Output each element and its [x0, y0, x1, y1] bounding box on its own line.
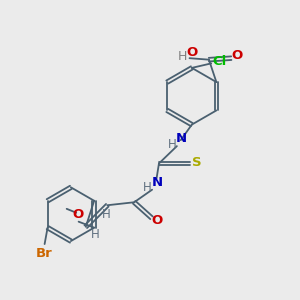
Text: H: H: [142, 181, 152, 194]
Text: Br: Br: [36, 247, 53, 260]
Text: O: O: [231, 49, 242, 62]
Text: O: O: [187, 46, 198, 59]
Text: H: H: [102, 208, 111, 221]
Text: O: O: [72, 208, 84, 221]
Text: N: N: [176, 133, 187, 146]
Text: Cl: Cl: [212, 56, 227, 68]
Text: S: S: [192, 156, 202, 169]
Text: O: O: [151, 214, 163, 227]
Text: H: H: [90, 228, 99, 241]
Text: H: H: [177, 50, 187, 63]
Text: H: H: [168, 137, 177, 151]
Text: N: N: [152, 176, 163, 189]
